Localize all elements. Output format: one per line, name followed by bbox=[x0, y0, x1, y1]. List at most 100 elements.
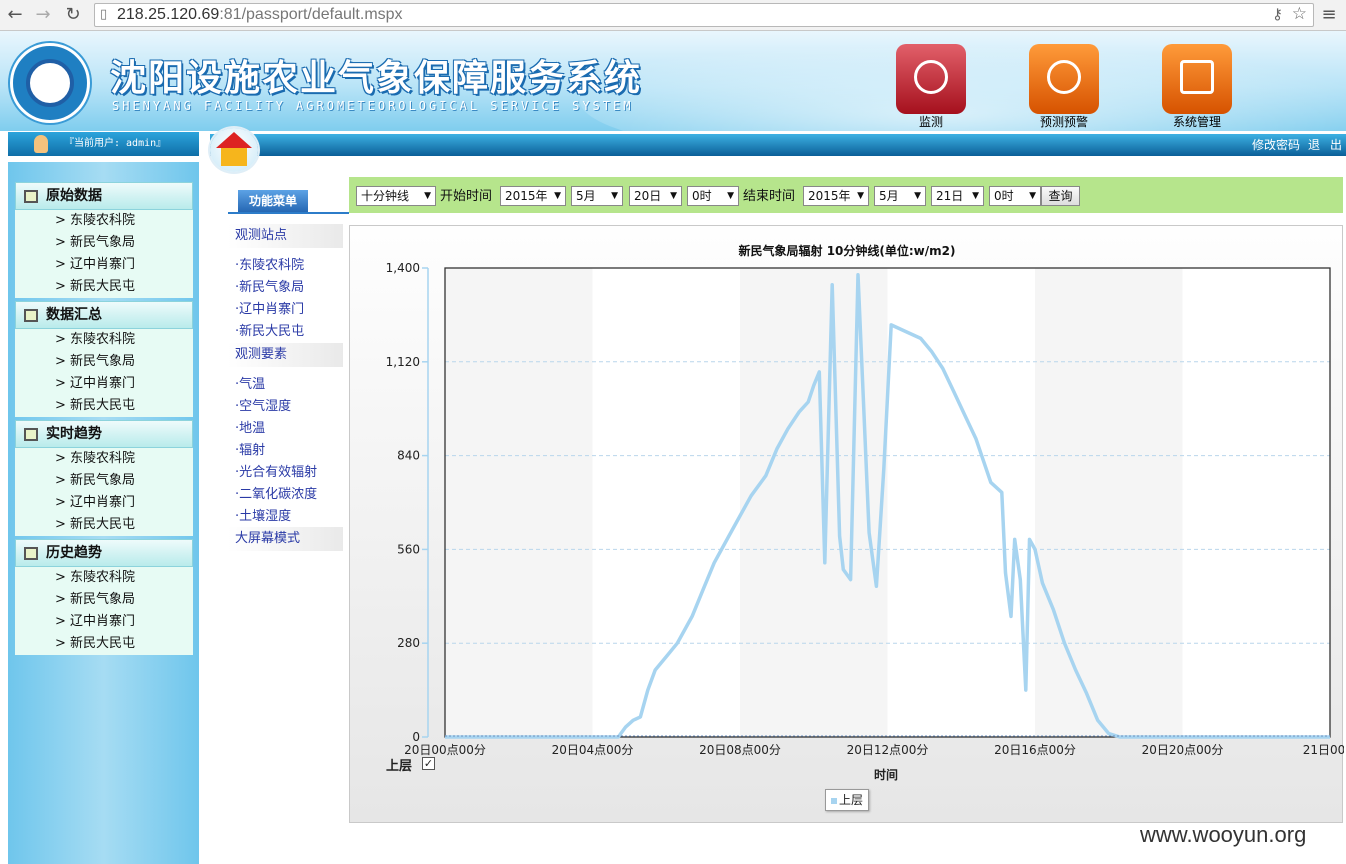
filter-bar: 十分钟线 开始时间 2015年 5月 20日 0时 结束时间 2015年 5月 … bbox=[349, 177, 1343, 213]
forecast-label: 预测预警 bbox=[1039, 115, 1089, 129]
menu-element-item[interactable]: ·二氧化碳浓度 bbox=[235, 487, 318, 502]
satellite-dish-icon bbox=[914, 60, 948, 94]
system-subtitle: SHENYANG FACILITY AGROMETEOROLOGICAL SER… bbox=[112, 99, 634, 113]
sidebar-item[interactable]: > 辽中肖寨门 bbox=[55, 614, 136, 629]
sidebar-item[interactable]: > 东陵农科院 bbox=[55, 451, 136, 466]
menu-element-item[interactable]: ·空气湿度 bbox=[235, 399, 292, 414]
sidebar-item[interactable]: > 新民大民屯 bbox=[55, 517, 136, 532]
interval-select[interactable]: 十分钟线 bbox=[356, 186, 436, 206]
start-time-label: 开始时间 bbox=[440, 189, 493, 204]
watermark: www.wooyun.org bbox=[1140, 822, 1307, 847]
menu-element-item[interactable]: ·气温 bbox=[235, 377, 266, 392]
legend-swatch bbox=[831, 797, 837, 804]
x-tick-label: 20日20点00分 bbox=[1142, 743, 1224, 757]
section-data-summary: 数据汇总 > 东陵农科院 > 新民气象局 > 辽中肖寨门 > 新民大民屯 bbox=[15, 301, 193, 417]
x-axis-label: 时间 bbox=[873, 768, 898, 782]
sidebar-item[interactable]: > 东陵农科院 bbox=[55, 213, 136, 228]
menu-element-item[interactable]: ·光合有效辐射 bbox=[235, 465, 318, 480]
y-tick-label: 280 bbox=[397, 636, 420, 650]
plot-band bbox=[740, 268, 888, 737]
y-tick-label: 560 bbox=[397, 542, 420, 556]
sidebar-item[interactable]: > 新民大民屯 bbox=[55, 398, 136, 413]
forward-icon[interactable]: → bbox=[35, 4, 51, 25]
x-tick-label: 20日04点00分 bbox=[552, 743, 634, 757]
plot-band bbox=[592, 268, 740, 737]
system-management-button[interactable]: 系统管理 bbox=[1162, 44, 1232, 129]
end-time-label: 结束时间 bbox=[743, 189, 796, 204]
monitor-button[interactable]: 监测 bbox=[896, 44, 966, 129]
start-year-select[interactable]: 2015年 bbox=[500, 186, 566, 206]
section-header[interactable]: 数据汇总 bbox=[15, 301, 193, 329]
sidebar-item[interactable]: > 新民气象局 bbox=[55, 235, 136, 250]
menu-group-elements: 观测要素 bbox=[228, 343, 343, 367]
back-icon[interactable]: ← bbox=[7, 4, 23, 25]
menu-title[interactable]: 功能菜单 bbox=[238, 190, 308, 212]
sidebar-item[interactable]: > 新民大民屯 bbox=[55, 636, 136, 651]
section-title: 历史趋势 bbox=[46, 545, 102, 561]
plot-band bbox=[1182, 268, 1330, 737]
x-tick-label: 21日00点 bbox=[1303, 743, 1344, 757]
section-title: 实时趋势 bbox=[46, 426, 102, 442]
url-text: 218.25.120.69:81/passport/default.mspx bbox=[117, 6, 403, 23]
sidebar-item[interactable]: > 新民大民屯 bbox=[55, 279, 136, 294]
menu-element-item[interactable]: ·地温 bbox=[235, 421, 266, 436]
left-sidebar: 原始数据 > 东陵农科院 > 新民气象局 > 辽中肖寨门 > 新民大民屯 数据汇… bbox=[8, 162, 199, 864]
start-day-select[interactable]: 20日 bbox=[629, 186, 682, 206]
globe-icon bbox=[1047, 60, 1081, 94]
browser-toolbar: ← → ↻ ▯ 218.25.120.69:81/passport/defaul… bbox=[0, 0, 1346, 31]
menu-title-row: 功能菜单 bbox=[228, 190, 349, 214]
reload-icon[interactable]: ↻ bbox=[65, 4, 81, 25]
legend-label: 上层 bbox=[839, 793, 864, 807]
layer-checkbox[interactable]: ✓ bbox=[422, 757, 435, 770]
sidebar-item[interactable]: > 东陵农科院 bbox=[55, 332, 136, 347]
sidebar-item[interactable]: > 辽中肖寨门 bbox=[55, 495, 136, 510]
plot-band bbox=[445, 268, 593, 737]
series-line-upper bbox=[445, 272, 1330, 739]
system-title: 沈阳设施农业气象保障服务系统 bbox=[110, 58, 643, 98]
home-icon[interactable] bbox=[210, 128, 258, 172]
menu-station-item[interactable]: ·新民气象局 bbox=[235, 280, 305, 295]
sidebar-item[interactable]: > 东陵农科院 bbox=[55, 570, 136, 585]
end-hour-select[interactable]: 0时 bbox=[989, 186, 1041, 206]
section-header[interactable]: 实时趋势 bbox=[15, 420, 193, 448]
query-button[interactable]: 查询 bbox=[1041, 186, 1080, 206]
chart-legend[interactable]: 上层 bbox=[825, 789, 869, 811]
start-hour-select[interactable]: 0时 bbox=[687, 186, 739, 206]
key-icon[interactable]: ⚷ bbox=[1272, 5, 1283, 23]
menu-icon[interactable]: ≡ bbox=[1321, 4, 1337, 25]
section-header[interactable]: 历史趋势 bbox=[15, 539, 193, 567]
chart-title: 新民气象局辐射 10分钟线(单位:w/m2) bbox=[738, 244, 956, 258]
section-header[interactable]: 原始数据 bbox=[15, 182, 193, 210]
change-password-link[interactable]: 修改密码 bbox=[1251, 138, 1300, 152]
star-icon[interactable]: ☆ bbox=[1291, 4, 1307, 24]
x-tick-label: 20日16点00分 bbox=[994, 743, 1076, 757]
menu-station-item[interactable]: ·东陵农科院 bbox=[235, 258, 305, 273]
section-title: 数据汇总 bbox=[46, 307, 102, 323]
sidebar-item[interactable]: > 辽中肖寨门 bbox=[55, 257, 136, 272]
forecast-warning-button[interactable]: 预测预警 bbox=[1029, 44, 1099, 129]
sidebar-item[interactable]: > 新民气象局 bbox=[55, 473, 136, 488]
menu-station-item[interactable]: ·新民大民屯 bbox=[235, 324, 305, 339]
sidebar-item[interactable]: > 新民气象局 bbox=[55, 592, 136, 607]
menu-element-item[interactable]: ·辐射 bbox=[235, 443, 266, 458]
end-year-select[interactable]: 2015年 bbox=[803, 186, 869, 206]
section-history-trend: 历史趋势 > 东陵农科院 > 新民气象局 > 辽中肖寨门 > 新民大民屯 bbox=[15, 539, 193, 655]
x-tick-label: 20日08点00分 bbox=[699, 743, 781, 757]
end-month-select[interactable]: 5月 bbox=[874, 186, 926, 206]
sidebar-item[interactable]: > 新民气象局 bbox=[55, 354, 136, 369]
logout-link-part2[interactable]: 出 bbox=[1329, 138, 1342, 152]
start-month-select[interactable]: 5月 bbox=[571, 186, 623, 206]
section-realtime-trend: 实时趋势 > 东陵农科院 > 新民气象局 > 辽中肖寨门 > 新民大民屯 bbox=[15, 420, 193, 536]
plot-band bbox=[887, 268, 1035, 737]
address-bar[interactable]: ▯ 218.25.120.69:81/passport/default.mspx… bbox=[94, 3, 1314, 27]
logo bbox=[10, 43, 90, 123]
end-day-select[interactable]: 21日 bbox=[931, 186, 984, 206]
menu-station-item[interactable]: ·辽中肖寨门 bbox=[235, 302, 305, 317]
current-user-text: 『当前用户: admin』 bbox=[64, 138, 167, 149]
menu-element-item[interactable]: ·土壤湿度 bbox=[235, 509, 292, 524]
clock-icon bbox=[24, 428, 38, 441]
x-tick-label: 20日00点00分 bbox=[404, 743, 486, 757]
sidebar-item[interactable]: > 辽中肖寨门 bbox=[55, 376, 136, 391]
logout-link-part1[interactable]: 退 bbox=[1307, 138, 1320, 152]
menu-big-screen-mode[interactable]: 大屏幕模式 bbox=[228, 527, 343, 551]
